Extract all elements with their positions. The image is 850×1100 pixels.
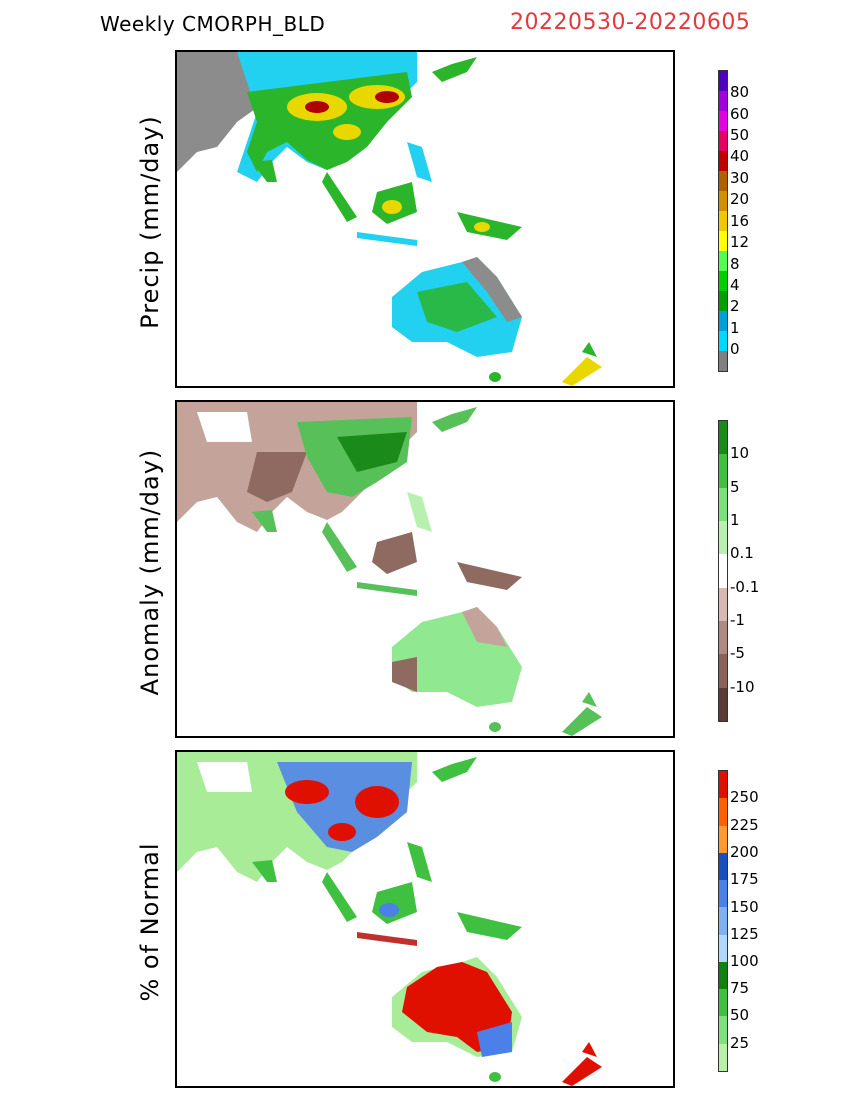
precip-label-30: 30 — [730, 169, 750, 187]
panel1-ylabel: Precip (mm/day) — [136, 115, 164, 329]
anomaly-label-1: 1 — [730, 511, 740, 529]
precip-label-12: 12 — [730, 233, 750, 251]
pct-label-200: 200 — [730, 843, 759, 861]
panel3-ylabel: % of Normal — [136, 842, 164, 1002]
precip-label-60: 60 — [730, 105, 750, 123]
pct-label-175: 175 — [730, 870, 759, 888]
pct-label-125: 125 — [730, 925, 759, 943]
anomaly-label-5: 5 — [730, 478, 740, 496]
chart-title: Weekly CMORPH_BLD — [100, 12, 326, 36]
precip-map — [177, 52, 602, 386]
precip-map-panel — [175, 50, 675, 388]
precip-label-16: 16 — [730, 212, 750, 230]
pct-label-150: 150 — [730, 898, 759, 916]
pct-label-100: 100 — [730, 952, 759, 970]
precip-label-1: 1 — [730, 319, 740, 337]
panel2-ylabel: Anomaly (mm/day) — [136, 448, 164, 696]
precip-label-50: 50 — [730, 126, 750, 144]
precip-label-4: 4 — [730, 276, 740, 294]
anomaly-label-neg-10: -10 — [730, 678, 755, 696]
precip-label-20: 20 — [730, 190, 750, 208]
precip-label-2: 2 — [730, 297, 740, 315]
pct-label-25: 25 — [730, 1034, 750, 1052]
percent-normal-map-panel — [175, 750, 675, 1088]
pct-label-75: 75 — [730, 979, 750, 997]
precip-label-0: 0 — [730, 340, 740, 358]
precip-colorbar — [718, 70, 728, 372]
pct-label-50: 50 — [730, 1006, 750, 1024]
anomaly-map — [177, 402, 602, 736]
percent-normal-colorbar — [718, 770, 728, 1072]
pct-label-225: 225 — [730, 816, 759, 834]
anomaly-label-10: 10 — [730, 444, 750, 462]
anomaly-label-neg-0-1: -0.1 — [730, 578, 760, 596]
precip-label-40: 40 — [730, 147, 750, 165]
anomaly-map-panel — [175, 400, 675, 738]
percent-normal-map — [177, 752, 602, 1086]
anomaly-label-0-1: 0.1 — [730, 544, 754, 562]
pct-label-250: 250 — [730, 788, 759, 806]
anomaly-label-neg-1: -1 — [730, 611, 745, 629]
anomaly-label-neg-5: -5 — [730, 644, 745, 662]
date-range: 20220530-20220605 — [510, 10, 751, 35]
precip-label-80: 80 — [730, 83, 750, 101]
precip-label-8: 8 — [730, 255, 740, 273]
anomaly-colorbar — [718, 420, 728, 722]
